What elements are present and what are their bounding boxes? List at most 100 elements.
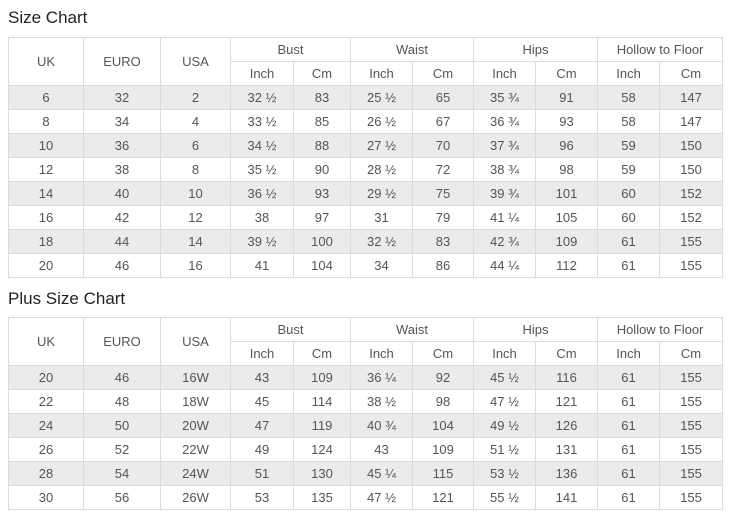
header-hips: Hips [473,37,599,62]
header-waist-inch: Inch [350,341,414,366]
table-cell: 39 ¾ [473,181,537,206]
plus-size-chart-table: UK EURO USA Bust Waist Hips Hollow to Fl… [8,317,724,510]
header-waist-inch: Inch [350,61,414,86]
header-hollow-to-floor: Hollow to Floor [597,37,724,62]
header-hollow-inch: Inch [597,341,661,366]
header-uk: UK [8,37,84,86]
table-cell: 43 [350,437,414,462]
table-cell: 61 [597,389,661,414]
table-cell: 45 ½ [473,365,537,390]
table-cell: 37 ¾ [473,133,537,158]
table-cell: 43 [230,365,294,390]
table-cell: 16 [8,205,84,230]
table-cell: 136 [535,461,599,486]
header-usa: USA [160,317,231,366]
table-cell: 38 [83,157,161,182]
table-cell: 34 [350,253,414,278]
table-cell: 101 [535,181,599,206]
table-cell: 24 [8,413,84,438]
table-cell: 109 [292,365,352,390]
size-chart-table: UK EURO USA Bust Waist Hips Hollow to Fl… [8,37,724,278]
table-cell: 83 [292,85,352,110]
table-cell: 47 ½ [473,389,537,414]
table-row: 20 46 16W 43 109 36 ¼ 92 45 ½ 116 61 155 [8,365,724,390]
header-bust: Bust [229,37,352,62]
table-cell: 25 ½ [350,85,414,110]
table-cell: 98 [535,157,599,182]
table-cell: 51 ½ [473,437,537,462]
table-cell: 96 [535,133,599,158]
table-cell: 60 [597,205,661,230]
table-cell: 147 [659,85,724,110]
header-hollow-inch: Inch [597,61,661,86]
table-cell: 45 ¼ [350,461,414,486]
table-cell: 150 [659,133,724,158]
table-cell: 104 [412,413,475,438]
table-row: 16 42 12 38 97 31 79 41 ¼ 105 60 152 [8,205,724,230]
table-row: 8 34 4 33 ½ 85 26 ½ 67 36 ¾ 93 58 147 [8,109,724,134]
table-cell: 104 [292,253,352,278]
table-cell: 100 [292,229,352,254]
table-row: 6 32 2 32 ½ 83 25 ½ 65 35 ¾ 91 58 147 [8,85,724,110]
table-cell: 22 [8,389,84,414]
table-cell: 85 [292,109,352,134]
table-cell: 46 [83,253,161,278]
table-cell: 141 [535,485,599,510]
table-cell: 48 [83,389,161,414]
table-cell: 59 [597,133,661,158]
table-cell: 36 ¾ [473,109,537,134]
table-cell: 112 [535,253,599,278]
table-cell: 150 [659,157,724,182]
table-cell: 121 [535,389,599,414]
size-chart-header: UK EURO USA Bust Waist Hips Hollow to Fl… [8,37,724,86]
table-row: 26 52 22W 49 124 43 109 51 ½ 131 61 155 [8,437,724,462]
header-euro: EURO [83,37,161,86]
table-cell: 40 [83,181,161,206]
header-bust-inch: Inch [230,341,294,366]
header-hips-inch: Inch [473,61,537,86]
table-cell: 30 [8,485,84,510]
table-cell: 93 [535,109,599,134]
table-cell: 38 [230,205,294,230]
size-chart-title: Size Chart [8,8,88,27]
table-cell: 55 ½ [473,485,537,510]
header-uk: UK [8,317,84,366]
table-cell: 33 ½ [230,109,294,134]
table-row: 12 38 8 35 ½ 90 28 ½ 72 38 ¾ 98 59 150 [8,157,724,182]
header-waist-cm: Cm [412,341,475,366]
size-chart-body: 6 32 2 32 ½ 83 25 ½ 65 35 ¾ 91 58 147 8 34 4 33 ½ 85 26 … [8,85,724,278]
header-waist: Waist [350,37,475,62]
table-cell: 130 [292,461,352,486]
table-row: 22 48 18W 45 114 38 ½ 98 47 ½ 121 61 155 [8,389,724,414]
table-cell: 53 ½ [473,461,537,486]
table-cell: 52 [83,437,161,462]
table-cell: 47 [230,413,294,438]
table-row: 24 50 20W 47 119 40 ¾ 104 49 ½ 126 61 155 [8,413,724,438]
table-cell: 59 [597,157,661,182]
table-cell: 91 [535,85,599,110]
header-bust: Bust [229,317,352,342]
table-cell: 54 [83,461,161,486]
table-cell: 155 [659,413,724,438]
table-cell: 61 [597,413,661,438]
table-cell: 155 [659,229,724,254]
table-cell: 109 [412,437,475,462]
table-cell: 93 [292,181,352,206]
table-cell: 8 [160,157,231,182]
table-cell: 109 [535,229,599,254]
table-cell: 49 [230,437,294,462]
header-waist: Waist [350,317,475,342]
table-cell: 26 ½ [350,109,414,134]
header-hollow-cm: Cm [659,341,724,366]
table-cell: 38 ¾ [473,157,537,182]
table-cell: 61 [597,253,661,278]
table-cell: 41 ¼ [473,205,537,230]
header-hips-inch: Inch [473,341,537,366]
table-cell: 98 [412,389,475,414]
table-cell: 6 [160,133,231,158]
table-cell: 61 [597,461,661,486]
table-cell: 116 [535,365,599,390]
table-cell: 131 [535,437,599,462]
table-cell: 29 ½ [350,181,414,206]
